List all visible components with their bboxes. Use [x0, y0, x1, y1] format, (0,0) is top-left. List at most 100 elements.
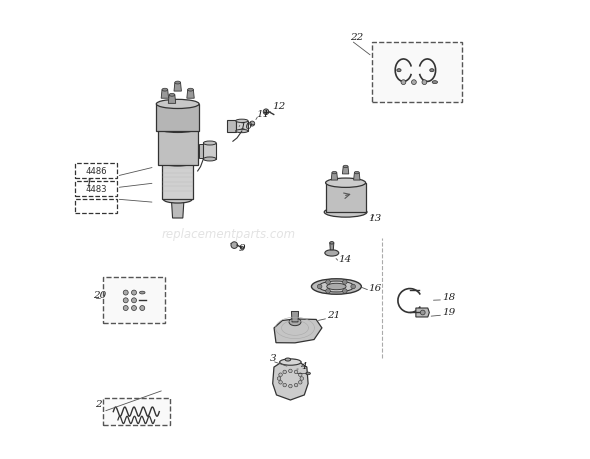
- Ellipse shape: [312, 279, 361, 295]
- Circle shape: [231, 242, 238, 249]
- Circle shape: [263, 110, 269, 115]
- Polygon shape: [353, 173, 360, 181]
- Polygon shape: [204, 144, 216, 160]
- Circle shape: [123, 306, 128, 311]
- Text: 4483: 4483: [85, 185, 107, 193]
- Ellipse shape: [306, 372, 310, 375]
- Polygon shape: [161, 90, 169, 99]
- Circle shape: [132, 306, 136, 311]
- Circle shape: [299, 373, 302, 377]
- Polygon shape: [235, 122, 248, 132]
- Text: 19: 19: [442, 308, 455, 316]
- Circle shape: [240, 246, 244, 250]
- Polygon shape: [158, 129, 198, 166]
- Ellipse shape: [162, 89, 168, 92]
- Ellipse shape: [162, 159, 194, 167]
- Ellipse shape: [235, 120, 248, 123]
- Ellipse shape: [175, 82, 181, 85]
- Circle shape: [294, 370, 298, 374]
- Circle shape: [250, 122, 255, 127]
- Circle shape: [342, 280, 347, 285]
- Circle shape: [123, 298, 128, 303]
- Ellipse shape: [139, 291, 145, 294]
- Polygon shape: [227, 121, 235, 133]
- Ellipse shape: [355, 172, 359, 174]
- Circle shape: [300, 377, 304, 381]
- Polygon shape: [199, 145, 204, 159]
- Ellipse shape: [285, 358, 291, 361]
- FancyBboxPatch shape: [372, 43, 462, 102]
- Text: 9: 9: [239, 243, 245, 252]
- Circle shape: [294, 383, 298, 387]
- Ellipse shape: [332, 172, 337, 174]
- Ellipse shape: [432, 82, 438, 84]
- Ellipse shape: [204, 142, 216, 146]
- FancyBboxPatch shape: [103, 278, 165, 324]
- Circle shape: [401, 81, 406, 85]
- Text: 3: 3: [270, 353, 276, 362]
- Text: replacementparts.com: replacementparts.com: [161, 228, 296, 241]
- Ellipse shape: [326, 179, 366, 188]
- Ellipse shape: [156, 100, 199, 109]
- Circle shape: [140, 306, 145, 311]
- Text: 13: 13: [369, 213, 382, 222]
- Circle shape: [420, 310, 425, 315]
- Polygon shape: [416, 308, 430, 317]
- FancyBboxPatch shape: [75, 164, 116, 179]
- Ellipse shape: [158, 125, 198, 133]
- Ellipse shape: [330, 242, 334, 245]
- Text: 2: 2: [95, 399, 101, 408]
- Circle shape: [123, 291, 128, 296]
- Circle shape: [326, 280, 330, 285]
- Text: 12: 12: [272, 102, 285, 111]
- Text: 20: 20: [93, 291, 106, 299]
- Text: 14: 14: [339, 255, 352, 263]
- Polygon shape: [274, 319, 322, 343]
- Ellipse shape: [163, 196, 192, 204]
- Circle shape: [342, 289, 347, 294]
- Circle shape: [351, 285, 355, 289]
- Circle shape: [326, 289, 330, 294]
- FancyBboxPatch shape: [103, 398, 170, 425]
- Ellipse shape: [280, 359, 301, 365]
- Polygon shape: [172, 200, 184, 218]
- Circle shape: [289, 369, 292, 373]
- Circle shape: [278, 373, 282, 377]
- Circle shape: [283, 370, 287, 374]
- Ellipse shape: [188, 89, 194, 92]
- Ellipse shape: [397, 70, 401, 73]
- Polygon shape: [342, 167, 349, 174]
- Text: 4: 4: [300, 361, 306, 370]
- Text: 11: 11: [256, 110, 269, 119]
- Text: 22: 22: [350, 34, 363, 42]
- Ellipse shape: [235, 130, 248, 134]
- Text: 16: 16: [369, 283, 382, 292]
- Circle shape: [411, 81, 417, 85]
- Circle shape: [299, 381, 302, 384]
- Text: 4486: 4486: [85, 167, 107, 176]
- Polygon shape: [330, 243, 334, 250]
- Circle shape: [422, 81, 427, 85]
- Text: 10: 10: [239, 122, 252, 130]
- Text: 1: 1: [86, 179, 92, 188]
- Polygon shape: [331, 173, 337, 181]
- Polygon shape: [291, 312, 299, 322]
- Circle shape: [132, 298, 136, 303]
- FancyBboxPatch shape: [75, 200, 116, 213]
- Text: 18: 18: [442, 292, 455, 301]
- Text: 21: 21: [327, 311, 340, 319]
- Ellipse shape: [204, 157, 216, 162]
- Polygon shape: [168, 95, 176, 104]
- Circle shape: [277, 377, 281, 381]
- Polygon shape: [326, 183, 366, 213]
- Polygon shape: [162, 163, 194, 200]
- Ellipse shape: [324, 207, 367, 218]
- Circle shape: [278, 381, 282, 384]
- Polygon shape: [187, 90, 194, 99]
- Ellipse shape: [343, 166, 348, 168]
- Ellipse shape: [289, 319, 301, 326]
- Circle shape: [132, 291, 136, 296]
- Ellipse shape: [325, 250, 339, 257]
- Ellipse shape: [319, 281, 354, 292]
- Circle shape: [283, 383, 287, 387]
